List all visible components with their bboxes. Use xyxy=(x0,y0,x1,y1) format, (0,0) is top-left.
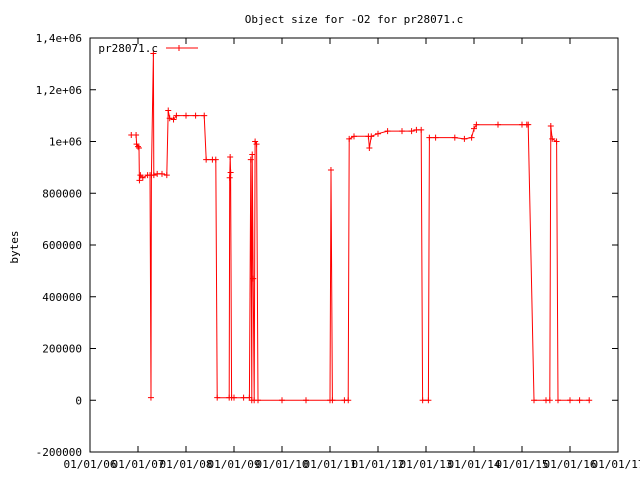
y-tick-label: 600000 xyxy=(42,239,82,252)
data-point xyxy=(327,166,334,173)
plot-frame xyxy=(89,37,619,453)
x-tick-label: 01/01/08 xyxy=(160,458,213,471)
data-point xyxy=(346,135,353,142)
data-point xyxy=(135,143,141,150)
data-point xyxy=(418,126,425,133)
data-point xyxy=(139,174,146,181)
data-point xyxy=(303,397,309,404)
data-point xyxy=(426,134,433,141)
data-point xyxy=(468,134,475,141)
data-point xyxy=(553,138,560,145)
y-axis: -200000 0 200000 400000 600000 800000 1e+06 1,2… xyxy=(36,32,618,459)
data-point xyxy=(231,394,237,401)
data-point xyxy=(375,130,381,137)
x-tick-label: 01/01/07 xyxy=(112,458,165,471)
chart-title: Object size for -O2 for pr28071.c xyxy=(245,13,464,26)
series-layer xyxy=(128,50,593,404)
data-point xyxy=(159,170,165,177)
data-point xyxy=(133,141,140,148)
data-point xyxy=(170,116,177,123)
data-point xyxy=(432,134,439,141)
x-tick-label: 01/01/10 xyxy=(256,458,309,471)
y-tick-label: -200000 xyxy=(36,446,82,459)
data-point xyxy=(547,122,554,129)
data-point xyxy=(586,397,593,404)
x-tick-label: 01/01/13 xyxy=(400,458,453,471)
y-tick-label: 0 xyxy=(75,394,82,407)
data-point xyxy=(345,397,352,404)
y-axis-label: bytes xyxy=(8,230,21,263)
x-tick-label: 01/01/15 xyxy=(496,458,549,471)
data-point xyxy=(419,397,426,404)
data-point xyxy=(471,125,477,132)
x-tick-label: 01/01/17 xyxy=(592,458,640,471)
x-tick-label: 01/01/12 xyxy=(352,458,405,471)
data-point xyxy=(249,151,256,158)
data-point xyxy=(279,397,285,404)
data-point xyxy=(226,174,233,181)
data-point xyxy=(525,121,532,128)
legend: pr28071.c xyxy=(98,42,198,55)
data-point xyxy=(473,121,480,128)
data-point xyxy=(252,138,259,145)
data-point xyxy=(555,397,561,404)
y-tick-label: 1e+06 xyxy=(49,136,82,149)
y-tick-label: 200000 xyxy=(42,343,82,356)
data-point xyxy=(399,128,405,135)
data-point xyxy=(203,156,210,163)
data-point xyxy=(546,397,553,404)
data-point xyxy=(166,115,173,122)
data-point xyxy=(408,128,415,135)
legend-marker xyxy=(176,45,182,51)
data-point xyxy=(368,133,375,140)
data-point xyxy=(250,275,257,282)
x-tick-label: 01/01/09 xyxy=(208,458,261,471)
data-point xyxy=(165,107,172,114)
y-tick-label: 400000 xyxy=(42,291,82,304)
x-tick-label: 01/01/14 xyxy=(448,458,501,471)
data-point xyxy=(366,144,373,151)
data-point xyxy=(227,169,234,176)
y-tick-label: 1,4e+06 xyxy=(36,32,82,45)
data-point xyxy=(461,135,468,142)
data-point xyxy=(173,112,180,119)
series-line xyxy=(131,53,590,401)
data-point xyxy=(495,121,501,128)
y-tick-label: 1,2e+06 xyxy=(36,84,82,97)
data-point xyxy=(150,50,157,57)
data-point xyxy=(133,132,140,139)
data-point xyxy=(214,394,221,401)
legend-label: pr28071.c xyxy=(98,42,158,55)
data-point xyxy=(135,144,142,151)
data-point xyxy=(201,112,208,119)
data-point xyxy=(240,394,247,401)
data-point xyxy=(255,397,261,404)
data-point xyxy=(576,397,583,404)
data-point xyxy=(192,112,199,119)
x-axis: 01/01/0601/01/0701/01/0801/01/0901/01/10… xyxy=(64,38,640,471)
data-point xyxy=(227,154,234,161)
data-point xyxy=(451,134,458,141)
data-point xyxy=(253,141,260,148)
data-point xyxy=(183,112,189,119)
x-tick-label: 01/01/11 xyxy=(304,458,357,471)
y-tick-label: 800000 xyxy=(42,187,82,200)
data-point xyxy=(425,397,432,404)
data-point xyxy=(136,177,143,184)
data-point xyxy=(351,133,357,140)
data-point xyxy=(329,397,336,404)
data-point xyxy=(549,135,556,142)
data-point xyxy=(212,156,219,163)
data-point xyxy=(150,172,157,179)
data-point xyxy=(147,394,154,401)
data-point xyxy=(531,397,537,404)
data-point xyxy=(567,397,573,404)
x-tick-label: 01/01/06 xyxy=(64,458,117,471)
data-point xyxy=(247,156,254,163)
data-point xyxy=(384,128,391,135)
data-point xyxy=(163,172,170,179)
x-tick-label: 01/01/16 xyxy=(544,458,597,471)
